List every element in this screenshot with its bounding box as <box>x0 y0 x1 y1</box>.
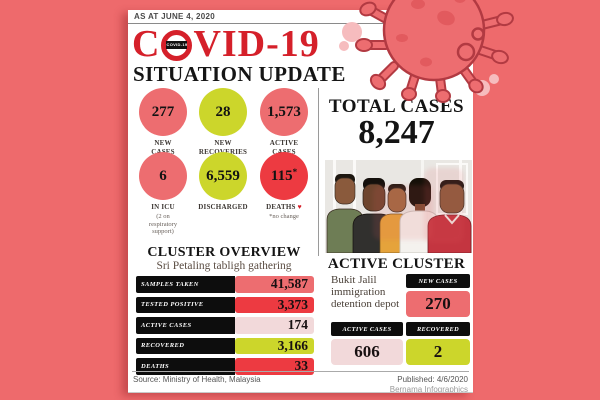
stat-circle: 1,573 <box>260 88 308 136</box>
no-covid-prohibition-icon: COVID-19 <box>161 29 193 61</box>
stat-circle: 28 <box>199 88 247 136</box>
covid19-title: C COVID-19 VID-19 <box>132 25 320 63</box>
stat-discharged: 6,559 DISCHARGED <box>193 152 253 212</box>
box-label: ACTIVE CASES <box>331 322 403 336</box>
column-divider-line <box>318 88 319 256</box>
stat-circle: 6 <box>139 152 187 200</box>
stat-value: 115 <box>270 167 293 184</box>
cluster-overview-subtitle: Sri Petaling tabligh gathering <box>156 260 292 272</box>
row-label: TESTED POSITIVE <box>136 296 235 313</box>
stat-label: IN ICU <box>151 203 175 211</box>
stat-value: 1,573 <box>267 103 301 120</box>
stat-active-cases: 1,573 ACTIVE CASES <box>254 88 314 157</box>
footer-divider-line <box>132 371 469 372</box>
title-part1: C <box>132 23 161 65</box>
stat-circle: 115 * <box>260 152 308 200</box>
box-label: RECOVERED <box>406 322 470 336</box>
stat-new-cases: 277 NEW CASES <box>133 88 193 157</box>
stat-label: NEW RECOVERIES <box>199 139 247 156</box>
stat-new-recoveries: 28 NEW RECOVERIES <box>193 88 253 157</box>
stat-label: ACTIVE CASES <box>269 139 299 156</box>
heart-icon: ♥ <box>297 203 302 211</box>
watermark <box>424 168 464 243</box>
active-cluster-title: ACTIVE CLUSTER <box>327 256 466 272</box>
stat-value: 28 <box>215 103 231 120</box>
stat-value: 6,559 <box>206 167 240 184</box>
coronavirus-icon <box>339 0 514 103</box>
stat-circle: 6,559 <box>199 152 247 200</box>
table-row: RECOVERED 3,166 <box>136 337 314 354</box>
table-row: SAMPLES TAKEN 41,587 <box>136 276 314 293</box>
box-value: 270 <box>406 291 470 317</box>
stat-label: DISCHARGED <box>198 203 248 211</box>
row-value: 3,373 <box>235 296 314 313</box>
active-cluster-location: Bukit Jalil immigration detention depot <box>331 274 400 311</box>
total-cases-value: 8,247 <box>358 114 435 151</box>
stat-label: NEW CASES <box>151 139 174 156</box>
stat-circle: 277 <box>139 88 187 136</box>
row-label: ACTIVE CASES <box>136 317 235 334</box>
stat-note: (2 on respiratory support) <box>148 212 178 236</box>
active-cluster-new-cases: NEW CASES 270 <box>406 274 470 317</box>
box-value: 606 <box>331 339 403 365</box>
stat-value: 277 <box>151 103 175 120</box>
prohibition-badge-text: COVID-19 <box>166 41 188 49</box>
published-date: Published: 4/6/2020 <box>397 375 468 384</box>
box-label: NEW CASES <box>406 274 470 288</box>
active-cluster-active-cases: ACTIVE CASES 606 <box>331 322 403 365</box>
situation-update-subtitle: SITUATION UPDATE <box>133 62 346 86</box>
stat-label: DEATHS ♥ <box>266 203 302 211</box>
publisher-credit: Bernama Infographics <box>389 385 468 392</box>
table-row: ACTIVE CASES 174 <box>136 317 314 334</box>
cluster-overview-title: CLUSTER OVERVIEW <box>147 245 301 260</box>
row-value: 3,166 <box>235 337 314 354</box>
stat-deaths: 115 * DEATHS ♥ *no change <box>254 152 314 221</box>
row-value: 41,587 <box>235 276 314 293</box>
card-content: AS AT JUNE 4, 2020 C COVID-19 VID-19 SIT… <box>128 10 473 392</box>
row-value: 174 <box>235 317 314 334</box>
row-label: RECOVERED <box>136 337 235 354</box>
row-value: 33 <box>235 358 314 375</box>
table-row: TESTED POSITIVE 3,373 <box>136 296 314 313</box>
box-value: 2 <box>406 339 470 365</box>
table-row: DEATHS 33 <box>136 358 314 375</box>
row-label: SAMPLES TAKEN <box>136 276 235 293</box>
stat-star: * <box>292 167 298 177</box>
stat-note: *no change <box>269 212 299 220</box>
cluster-overview-table: SAMPLES TAKEN 41,587 TESTED POSITIVE 3,3… <box>136 276 314 379</box>
total-cases-label: TOTAL CASES <box>328 96 465 117</box>
stat-value: 6 <box>159 167 167 184</box>
stat-in-icu: 6 IN ICU (2 on respiratory support) <box>133 152 193 236</box>
header-divider-line <box>128 23 473 24</box>
title-part2: VID-19 <box>193 23 320 65</box>
active-cluster-recovered: RECOVERED 2 <box>406 322 470 365</box>
row-label: DEATHS <box>136 358 235 375</box>
detainees-illustration <box>325 160 472 253</box>
date-banner: AS AT JUNE 4, 2020 <box>134 12 215 21</box>
source-credit: Source: Ministry of Health, Malaysia <box>133 375 261 384</box>
watermark <box>373 185 433 240</box>
